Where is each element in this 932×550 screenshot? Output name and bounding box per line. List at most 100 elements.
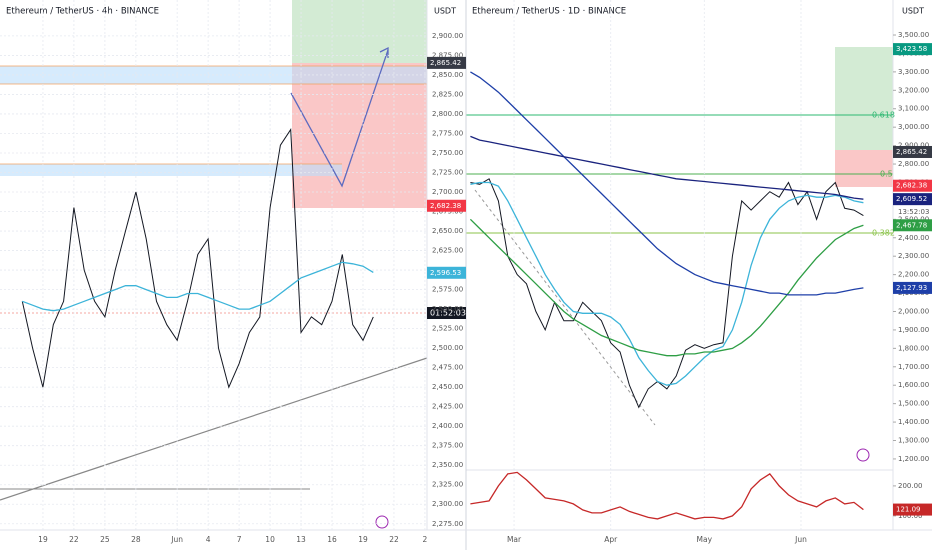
y-tick-label: 2,200.00 [898,271,929,279]
price-line [470,471,864,520]
y2-tick-label: 200.00 [898,482,923,490]
price-tag-label: 2,467.78 [896,221,927,229]
arrow-head [379,46,389,58]
y-tick-label: 2,650.00 [432,227,463,235]
y-tick-label: 3,000.00 [898,123,929,131]
right-drawings [466,47,893,471]
price-tag-label: 2,127.93 [896,284,927,292]
price-tag-label: 2,682.38 [896,182,927,190]
x-tick-label: 25 [100,535,110,544]
x-tick-label: 22 [389,535,399,544]
x-tick-label: 22 [69,535,79,544]
countdown: 01:52:03 [430,309,466,318]
price-tag-label: 2,865.42 [896,148,927,156]
price-tag [893,145,932,158]
price-tag [893,179,932,192]
price-line [21,128,374,389]
y-tick-label: 2,775.00 [432,129,463,137]
target-zone [292,0,427,63]
price-line [470,135,864,200]
y-tick-label: 2,575.00 [432,286,463,294]
x-tick-label: Jun [794,535,807,544]
y-tick-label: 2,450.00 [432,383,463,391]
y-tick-label: 2,425.00 [432,403,463,411]
y-tick-label: 2,875.00 [432,51,463,59]
y-tick-label: 2,400.00 [432,422,463,430]
y-tick-label: 1,500.00 [898,400,929,408]
x-tick-label: 2 [423,535,428,544]
y-tick-label: 2,300.00 [432,500,463,508]
fib-label: 0.618 [872,111,895,120]
y-tick-label: 2,350.00 [432,461,463,469]
y-tick-label: 1,200.00 [898,455,929,463]
y-tick-label: 3,100.00 [898,105,929,113]
price-tag [427,266,466,279]
x-tick-label: 4 [206,535,211,544]
alert-icon[interactable] [375,515,389,529]
resistance-band [0,164,342,176]
price-tag [427,56,466,69]
price-tag [893,43,932,56]
x-tick-label: Mar [507,535,522,544]
y-tick-label: 1,400.00 [898,418,929,426]
price-line [469,218,864,357]
y-tick-label: 2,275.00 [432,520,463,528]
y-tick-label: 2,900.00 [432,32,463,40]
y-tick-label: 2,375.00 [432,442,463,450]
x-tick-label: Jun [170,535,183,544]
price-tag-label: 3,423.58 [896,45,927,53]
x-tick-label: 19 [358,535,368,544]
y-tick-label: 3,300.00 [898,68,929,76]
price-tag-label: 2,682.38 [430,202,461,210]
x-tick-label: 28 [131,535,141,544]
y-tick-label: 1,800.00 [898,344,929,352]
y-tick-label: 1,600.00 [898,381,929,389]
x-tick-label: 10 [265,535,275,544]
trend-line [0,357,428,501]
left-drawings [0,0,428,529]
chart-title: Ethereum / TetherUS · 1D · BINANCE [472,7,626,17]
trend-line [474,189,656,426]
price-line [470,181,864,386]
y-tick-label: 2,825.00 [432,90,463,98]
x-tick-label: May [697,535,713,544]
countdown-tag [427,307,466,319]
price-tag-label: 2,596.53 [430,269,461,277]
y-tick-label: 2,525.00 [432,325,463,333]
price-tag-label: 2,609.52 [896,195,927,203]
price-tag [893,193,932,206]
y-tick-label: 2,300.00 [898,252,929,260]
y-tick-label: 2,725.00 [432,169,463,177]
y-tick-label: 1,700.00 [898,363,929,371]
y-tick-label: 2,325.00 [432,481,463,489]
price-tag [893,281,932,294]
price-tag-label: 121.09 [896,506,921,514]
risk-zone [835,150,893,187]
price-tag [893,503,932,516]
y-tick-label: 3,200.00 [898,86,929,94]
currency-label: USDT [902,7,924,16]
y-tick-label: 2,850.00 [432,71,463,79]
price-tag-label: 2,865.42 [430,59,461,67]
y-tick-label: 2,625.00 [432,247,463,255]
fib-label: 0.5 [880,170,893,179]
y-tick-label: 2,900.00 [898,142,929,150]
price-tag [427,199,466,212]
y-tick-label: 2,550.00 [432,305,463,313]
alert-icon[interactable] [856,448,870,462]
y-tick-label: 2,750.00 [432,149,463,157]
y2-tick-label: 100.00 [898,512,923,520]
y-tick-label: 2,000.00 [898,307,929,315]
projection-arrow [290,49,389,188]
price-line [470,178,864,409]
axis-layer: 2,275.00 2,300.00 2,325.00 2,350.00 2,375.00… [38,31,932,544]
x-tick-label: Apr [604,535,618,544]
currency-label: USDT [434,7,456,16]
price-line [470,71,864,296]
x-tick-label: 19 [38,535,48,544]
y-tick-label: 3,500.00 [898,31,929,39]
y-tick-label: 2,800.00 [898,160,929,168]
y-tick-label: 2,700.00 [432,188,463,196]
chart-title: Ethereum / TetherUS · 4h · BINANCE [6,7,159,17]
